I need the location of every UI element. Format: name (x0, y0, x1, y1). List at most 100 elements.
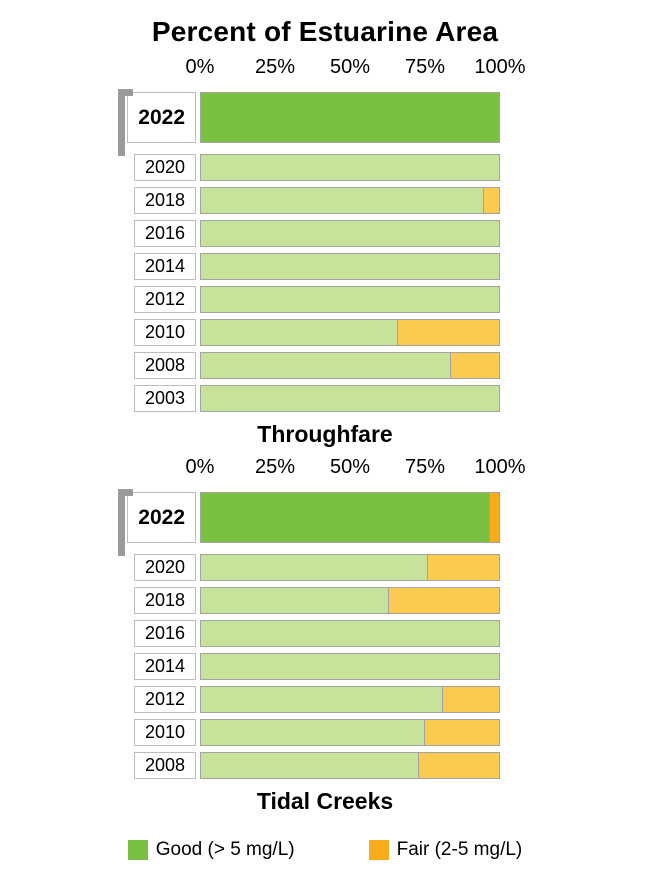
good-swatch-icon (127, 840, 148, 860)
year-label-cell: 2010 (0, 316, 200, 349)
bar-segment-fair (489, 493, 499, 542)
x-tick-label: 100% (474, 456, 526, 478)
stacked-bar (200, 385, 500, 412)
year-label: 2016 (133, 220, 196, 247)
chart-row-2003: 2003 (0, 382, 650, 415)
bar-segment-good (201, 188, 484, 213)
stacked-bar (200, 286, 500, 313)
stacked-bar (200, 492, 500, 543)
year-label: 2018 (133, 587, 196, 614)
bar-area (200, 352, 500, 379)
year-label: 2012 (133, 686, 196, 713)
bar-segment-good (201, 320, 398, 345)
bar-segment-good (201, 353, 451, 378)
bar-area (200, 385, 500, 412)
bar-area (200, 587, 500, 614)
legend-item-fair: Fair (2-5 mg/L) (368, 839, 523, 861)
year-label: 2014 (133, 653, 196, 680)
x-tick-label: 0% (185, 56, 215, 78)
chart-row-2014: 2014 (0, 650, 650, 683)
bar-area (200, 686, 500, 713)
bar-segment-good (201, 621, 499, 646)
legend: Good (> 5 mg/L) Fair (2-5 mg/L) (0, 839, 650, 861)
stacked-bar (200, 686, 500, 713)
year-label-cell: 2014 (0, 250, 200, 283)
bar-area (200, 752, 500, 779)
chart-row-2016: 2016 (0, 217, 650, 250)
x-tick-label: 50% (329, 456, 371, 478)
figure-title: Percent of Estuarine Area (151, 16, 499, 47)
year-label: 2008 (133, 752, 196, 779)
chart-row-2008: 2008 (0, 749, 650, 782)
year-label: 2022 (127, 92, 196, 143)
fair-swatch-icon (368, 840, 389, 860)
x-axis-ticks: 0% 25% 50% 75% 100% (186, 56, 526, 80)
legend-label-fair: Fair (2-5 mg/L) (396, 839, 523, 860)
chart-row-2022: 2022 (0, 89, 650, 156)
x-tick-label: 50% (329, 56, 371, 78)
stacked-bar (200, 187, 500, 214)
year-label: 2022 (127, 492, 196, 543)
bar-segment-fair (417, 753, 499, 778)
bar-segment-good (201, 254, 499, 279)
bar-segment-fair (423, 720, 499, 745)
bar-segment-good (201, 720, 424, 745)
bar-area (200, 653, 500, 680)
chart-row-2012: 2012 (0, 683, 650, 716)
bar-area (200, 253, 500, 280)
bar-area (200, 187, 500, 214)
bar-segment-fair (388, 588, 499, 613)
bar-area (200, 286, 500, 313)
year-label-cell: 2022 (0, 489, 200, 556)
year-label: 2020 (133, 154, 196, 181)
year-label-cell: 2016 (0, 617, 200, 650)
bar-segment-good (201, 221, 499, 246)
year-label-cell: 2014 (0, 650, 200, 683)
highlight-bracket (118, 489, 133, 556)
chart-row-2020: 2020 (0, 151, 650, 184)
year-label-cell: 2016 (0, 217, 200, 250)
bar-segment-good (201, 687, 442, 712)
stacked-bar (200, 752, 500, 779)
bar-segment-fair (483, 188, 499, 213)
year-label-cell: 2008 (0, 349, 200, 382)
highlight-bracket (118, 89, 133, 156)
year-label-cell: 2022 (0, 89, 200, 156)
bar-segment-good (201, 753, 418, 778)
bar-segment-fair (426, 555, 499, 580)
chart-row-2014: 2014 (0, 250, 650, 283)
bar-area (200, 492, 500, 543)
chart-row-2010: 2010 (0, 716, 650, 749)
x-tick-label: 25% (254, 56, 296, 78)
year-label: 2010 (133, 719, 196, 746)
year-label-cell: 2020 (0, 151, 200, 184)
bar-segment-good (201, 493, 490, 542)
x-tick-label: 75% (404, 456, 446, 478)
year-label-cell: 2012 (0, 683, 200, 716)
chart-row-2018: 2018 (0, 184, 650, 217)
stacked-bar (200, 719, 500, 746)
year-label: 2012 (133, 286, 196, 313)
year-label: 2016 (133, 620, 196, 647)
chart-row-2018: 2018 (0, 584, 650, 617)
legend-item-good: Good (> 5 mg/L) (127, 839, 295, 861)
year-label: 2014 (133, 253, 196, 280)
year-label-cell: 2003 (0, 382, 200, 415)
x-tick-label: 25% (254, 456, 296, 478)
stacked-bar (200, 253, 500, 280)
stacked-bar (200, 554, 500, 581)
x-tick-label: 75% (404, 56, 446, 78)
year-label: 2003 (133, 385, 196, 412)
bar-segment-good (201, 555, 427, 580)
chart-row-2022: 2022 (0, 489, 650, 556)
x-tick-label: 0% (185, 456, 215, 478)
stacked-bar (200, 587, 500, 614)
chart-subtitle-tidal-creeks: Tidal Creeks (256, 788, 394, 814)
bar-area (200, 92, 500, 143)
bar-segment-good (201, 155, 499, 180)
stacked-bar (200, 653, 500, 680)
chart-row-2012: 2012 (0, 283, 650, 316)
stacked-bar (200, 352, 500, 379)
legend-label-good: Good (> 5 mg/L) (155, 839, 295, 860)
